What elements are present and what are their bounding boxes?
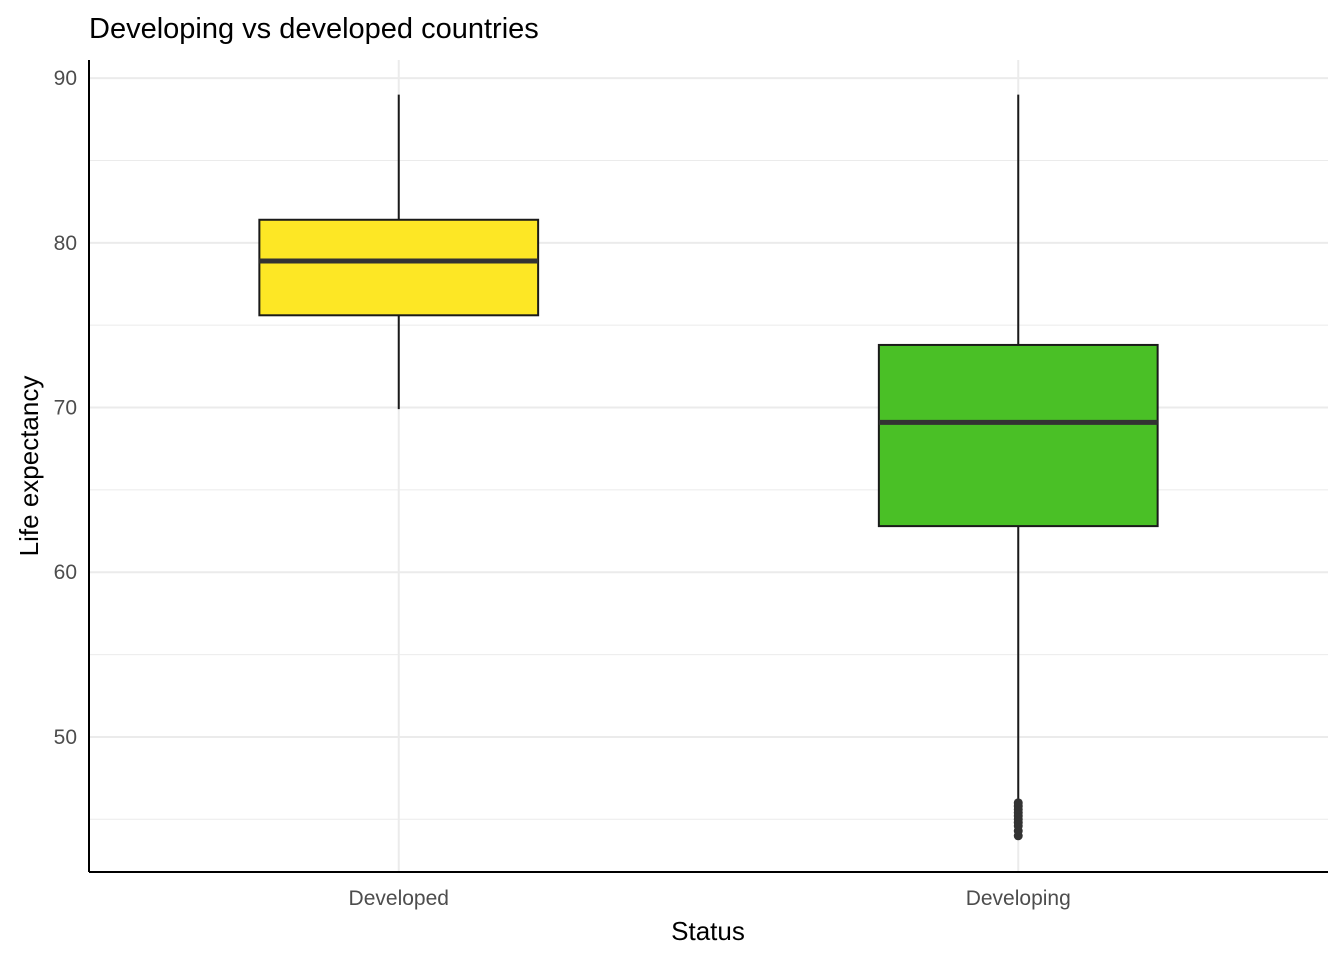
box-layer — [258, 94, 1159, 841]
x-tick-label: Developing — [966, 887, 1071, 910]
axis-layer: 50 60 70 80 90 Developed Developing — [54, 60, 1328, 910]
y-tick-label: 70 — [54, 397, 77, 420]
y-axis-title: Life expectancy — [14, 376, 44, 557]
x-tick-label: Developed — [349, 887, 449, 910]
y-tick-label: 60 — [54, 561, 77, 584]
box-developed — [258, 218, 540, 317]
outlier-point-developing — [1013, 798, 1023, 808]
x-axis-title: Status — [671, 916, 745, 946]
box-developing — [877, 343, 1159, 528]
y-tick-label: 80 — [54, 232, 77, 255]
y-tick-label: 50 — [54, 726, 77, 749]
chart-title: Developing vs developed countries — [89, 13, 539, 45]
y-tick-label: 90 — [54, 67, 77, 90]
